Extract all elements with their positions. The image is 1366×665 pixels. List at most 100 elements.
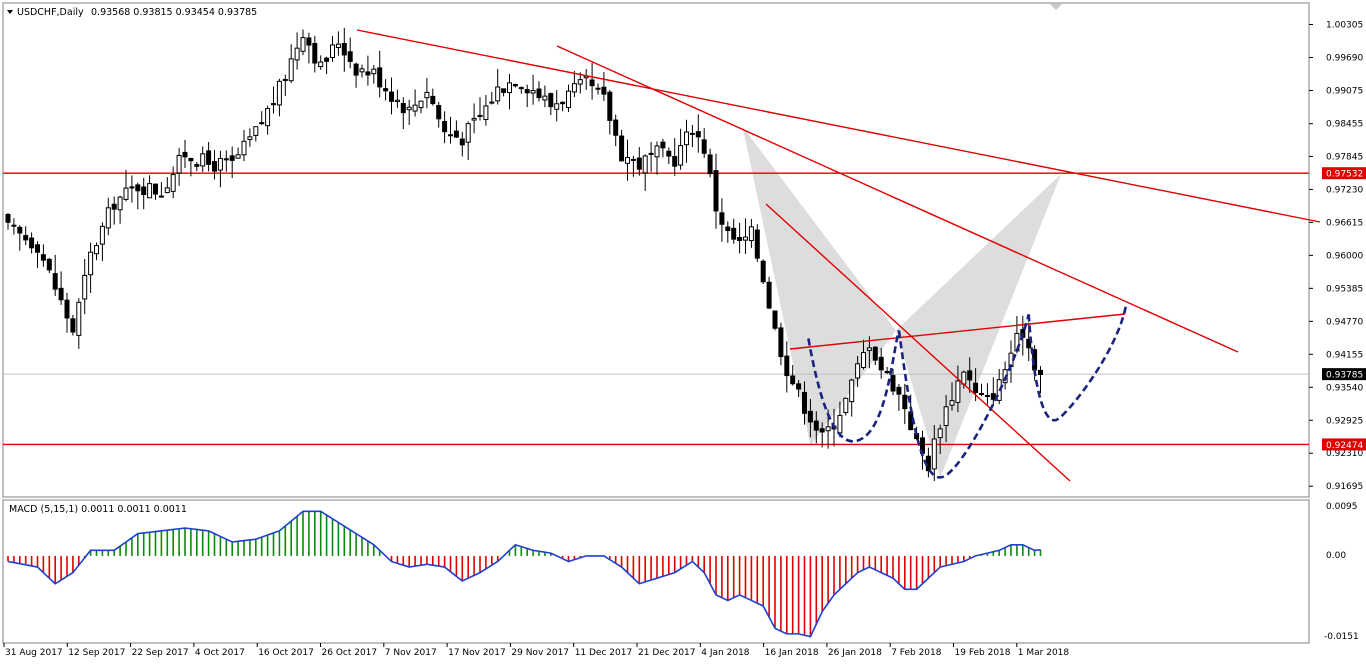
trendline bbox=[556, 45, 1239, 353]
shift-marker-icon[interactable] bbox=[1050, 4, 1062, 10]
bull-candle bbox=[294, 47, 300, 61]
bull-candle bbox=[259, 122, 265, 125]
y-tick-label: 0.98455 bbox=[1326, 120, 1363, 130]
bull-candle bbox=[276, 80, 282, 106]
macd-scale-top: 0.0095 bbox=[1326, 502, 1358, 512]
bull-candle bbox=[866, 347, 872, 351]
bear-candle bbox=[778, 327, 784, 358]
bear-candle bbox=[46, 258, 52, 271]
bull-candle bbox=[984, 394, 990, 397]
dropdown-triangle-icon[interactable] bbox=[7, 10, 13, 14]
bear-candle bbox=[973, 382, 979, 394]
bull-candle bbox=[943, 406, 949, 427]
bull-candle bbox=[465, 123, 471, 143]
bull-candle bbox=[271, 103, 276, 106]
bear-candle bbox=[477, 114, 483, 117]
macd-scale-bottom: -0.0151 bbox=[1324, 632, 1359, 642]
bull-candle bbox=[448, 134, 453, 137]
x-tick-label: 22 Sep 2017 bbox=[132, 648, 189, 658]
bear-candle bbox=[1026, 338, 1032, 349]
bull-candle bbox=[843, 397, 849, 414]
dashed-curves bbox=[807, 304, 1128, 479]
bull-candle bbox=[630, 158, 636, 161]
x-tick-label: 17 Nov 2017 bbox=[448, 648, 506, 658]
bear-candle bbox=[707, 154, 713, 175]
bull-candle bbox=[424, 91, 430, 99]
bear-candle bbox=[70, 318, 76, 333]
bull-candle bbox=[554, 103, 560, 110]
bear-candle bbox=[890, 375, 896, 392]
y-tick-label: 0.92925 bbox=[1326, 416, 1363, 426]
x-tick-label: 26 Jan 2018 bbox=[828, 648, 882, 658]
bear-candle bbox=[613, 119, 619, 136]
bear-candle bbox=[430, 95, 436, 105]
bear-candle bbox=[306, 37, 312, 46]
bull-candle bbox=[849, 379, 855, 403]
trendline bbox=[765, 203, 1071, 482]
bull-candle bbox=[748, 226, 754, 242]
x-tick-label: 1 Mar 2018 bbox=[1018, 648, 1070, 658]
bear-candle bbox=[672, 156, 678, 167]
bull-candle bbox=[88, 251, 94, 276]
bear-candle bbox=[29, 237, 35, 249]
bear-candle bbox=[807, 410, 813, 423]
bear-candle bbox=[660, 141, 666, 149]
bear-candle bbox=[400, 102, 406, 114]
bear-candle bbox=[990, 393, 996, 400]
dashed-curve bbox=[807, 330, 901, 443]
bear-candle bbox=[589, 79, 595, 87]
bull-candle bbox=[82, 274, 88, 300]
bear-candle bbox=[1038, 369, 1043, 376]
bear-candle bbox=[872, 346, 878, 361]
y-tick-label: 0.97230 bbox=[1326, 185, 1363, 195]
bull-candle bbox=[577, 79, 583, 85]
y-tick-label: 0.94770 bbox=[1326, 317, 1363, 327]
macd-signal-line bbox=[7, 510, 1041, 638]
bull-candle bbox=[94, 245, 99, 255]
bear-candle bbox=[11, 224, 17, 227]
bear-candle bbox=[35, 244, 40, 253]
bear-candle bbox=[442, 120, 448, 133]
bull-candle bbox=[949, 400, 955, 406]
bear-candle bbox=[17, 226, 23, 234]
bear-candle bbox=[701, 139, 707, 154]
bear-candle bbox=[560, 101, 566, 105]
bear-candle bbox=[40, 254, 46, 261]
bull-candle bbox=[625, 157, 630, 164]
bull-candle bbox=[265, 108, 271, 127]
y-tick-label: 0.96000 bbox=[1326, 251, 1363, 261]
bull-candle bbox=[566, 90, 571, 109]
bear-candle bbox=[383, 88, 389, 92]
bull-candle bbox=[507, 82, 512, 94]
bull-candle bbox=[282, 78, 288, 81]
bull-candle bbox=[300, 37, 306, 52]
bear-candle bbox=[324, 57, 330, 62]
bull-candle bbox=[235, 154, 241, 159]
trendline bbox=[356, 29, 1321, 223]
bull-candle bbox=[861, 352, 866, 368]
bull-candle bbox=[642, 155, 648, 174]
x-tick-label: 31 Aug 2017 bbox=[5, 648, 63, 658]
bull-candle bbox=[117, 196, 123, 211]
bear-candle bbox=[518, 87, 524, 90]
y-tick-label: 1.00305 bbox=[1326, 21, 1363, 31]
bull-candle bbox=[406, 106, 412, 111]
bull-candle bbox=[471, 117, 477, 121]
bull-candle bbox=[170, 174, 176, 192]
bull-candle bbox=[371, 68, 377, 75]
bear-candle bbox=[312, 42, 318, 64]
bear-candle bbox=[790, 375, 796, 385]
bear-candle bbox=[802, 391, 807, 414]
bull-candle bbox=[99, 225, 105, 245]
time-axis: 31 Aug 2017 12 Sep 2017 22 Sep 2017 4 Oct 2… bbox=[3, 643, 1070, 658]
bull-candle bbox=[654, 145, 660, 158]
y-tick-label: 0.93540 bbox=[1326, 383, 1363, 393]
bear-candle bbox=[760, 260, 766, 283]
bull-candle bbox=[495, 86, 501, 102]
y-tick-label: 0.95385 bbox=[1326, 284, 1363, 294]
macd-panel-frame bbox=[2, 499, 1310, 644]
bear-candle bbox=[229, 155, 235, 161]
bear-candle bbox=[341, 43, 347, 56]
macd-histogram bbox=[7, 510, 1042, 638]
